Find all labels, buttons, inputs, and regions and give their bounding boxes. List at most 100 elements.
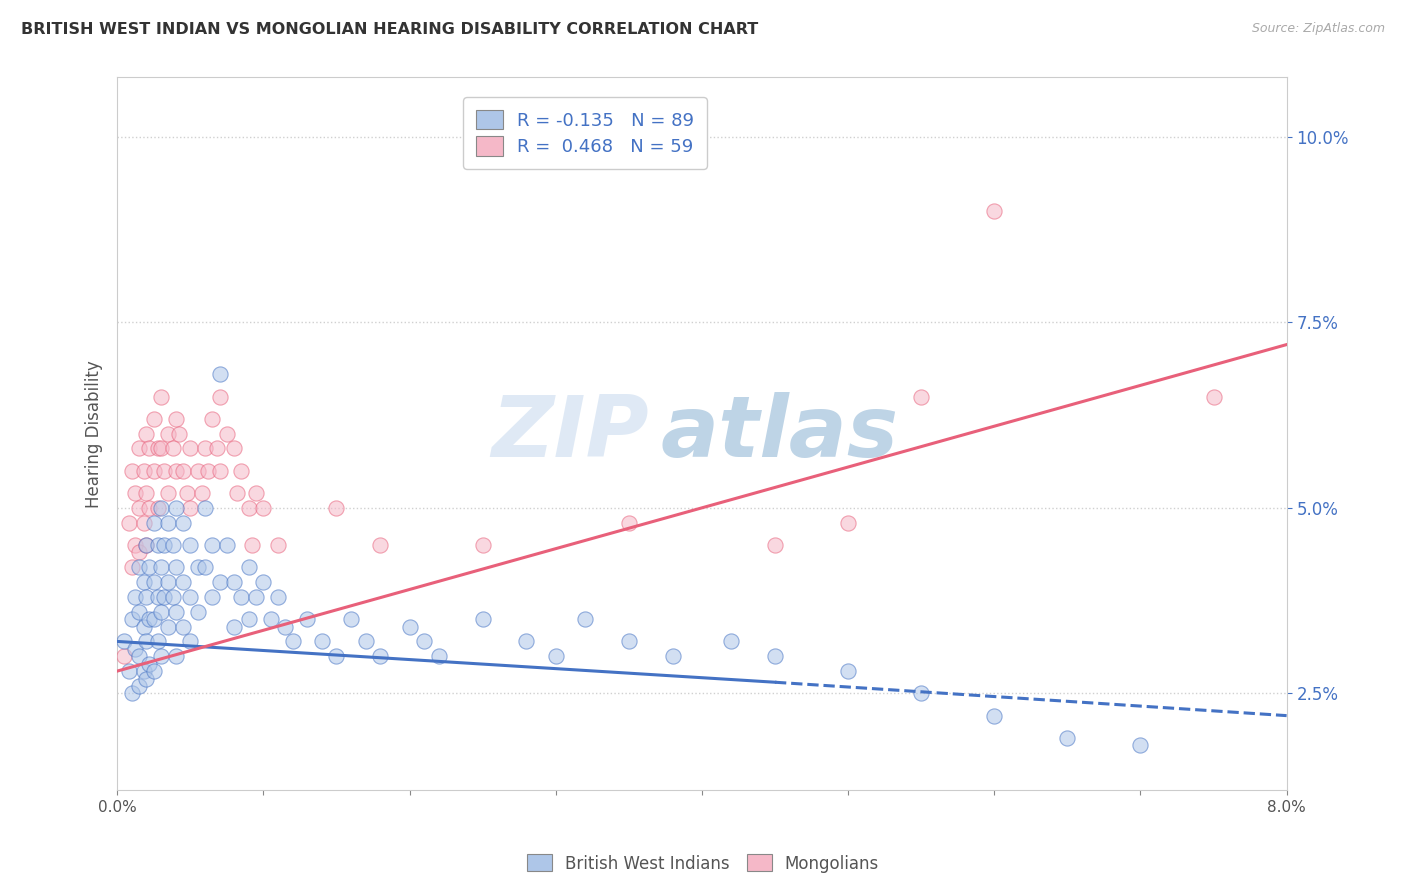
Point xyxy=(661,649,683,664)
Point xyxy=(617,516,640,530)
Point xyxy=(121,560,143,574)
Point xyxy=(165,560,187,574)
Point xyxy=(146,500,169,515)
Point xyxy=(179,590,201,604)
Point xyxy=(167,426,190,441)
Point xyxy=(150,605,173,619)
Point xyxy=(162,590,184,604)
Point xyxy=(368,538,391,552)
Point xyxy=(1129,739,1152,753)
Point xyxy=(224,442,246,456)
Point xyxy=(150,560,173,574)
Text: atlas: atlas xyxy=(661,392,898,475)
Point xyxy=(983,708,1005,723)
Point xyxy=(124,538,146,552)
Point xyxy=(240,538,263,552)
Point xyxy=(413,634,436,648)
Point xyxy=(1202,390,1225,404)
Point xyxy=(157,516,180,530)
Point xyxy=(157,619,180,633)
Point xyxy=(128,545,150,559)
Point xyxy=(205,442,228,456)
Point xyxy=(201,590,224,604)
Point xyxy=(135,426,157,441)
Point xyxy=(157,426,180,441)
Point xyxy=(135,486,157,500)
Point xyxy=(910,686,932,700)
Point xyxy=(172,619,194,633)
Point xyxy=(138,657,160,671)
Point xyxy=(142,575,165,590)
Point xyxy=(215,426,238,441)
Point xyxy=(142,412,165,426)
Point xyxy=(179,500,201,515)
Text: ZIP: ZIP xyxy=(492,392,650,475)
Point xyxy=(238,500,260,515)
Point xyxy=(128,649,150,664)
Point xyxy=(118,516,141,530)
Point xyxy=(1056,731,1078,745)
Point xyxy=(260,612,283,626)
Point xyxy=(121,464,143,478)
Point xyxy=(135,538,157,552)
Point xyxy=(274,619,297,633)
Point xyxy=(138,560,160,574)
Point xyxy=(172,575,194,590)
Point xyxy=(157,486,180,500)
Point xyxy=(121,686,143,700)
Point xyxy=(238,560,260,574)
Point xyxy=(153,464,176,478)
Point xyxy=(157,575,180,590)
Point xyxy=(354,634,377,648)
Point xyxy=(135,634,157,648)
Point xyxy=(215,538,238,552)
Point xyxy=(121,612,143,626)
Point xyxy=(124,641,146,656)
Point xyxy=(837,664,859,678)
Point xyxy=(471,612,494,626)
Point xyxy=(226,486,249,500)
Point xyxy=(132,575,155,590)
Point xyxy=(238,612,260,626)
Point xyxy=(146,634,169,648)
Point xyxy=(165,605,187,619)
Point xyxy=(208,390,231,404)
Point xyxy=(201,412,224,426)
Point xyxy=(128,679,150,693)
Point xyxy=(128,560,150,574)
Point xyxy=(118,664,141,678)
Point xyxy=(252,575,274,590)
Point xyxy=(340,612,363,626)
Point xyxy=(252,500,274,515)
Point xyxy=(187,464,209,478)
Point xyxy=(135,538,157,552)
Point xyxy=(132,464,155,478)
Point xyxy=(763,649,786,664)
Point xyxy=(983,204,1005,219)
Text: BRITISH WEST INDIAN VS MONGOLIAN HEARING DISABILITY CORRELATION CHART: BRITISH WEST INDIAN VS MONGOLIAN HEARING… xyxy=(21,22,758,37)
Point xyxy=(763,538,786,552)
Point xyxy=(179,538,201,552)
Point xyxy=(150,442,173,456)
Point xyxy=(138,442,160,456)
Point xyxy=(194,560,217,574)
Point xyxy=(165,500,187,515)
Point xyxy=(297,612,319,626)
Point xyxy=(165,649,187,664)
Point xyxy=(325,649,347,664)
Point xyxy=(132,619,155,633)
Point xyxy=(231,464,253,478)
Point xyxy=(179,634,201,648)
Point xyxy=(224,575,246,590)
Point xyxy=(720,634,742,648)
Point xyxy=(325,500,347,515)
Point xyxy=(124,590,146,604)
Point xyxy=(191,486,214,500)
Point xyxy=(910,390,932,404)
Point xyxy=(153,590,176,604)
Point xyxy=(172,516,194,530)
Point xyxy=(194,442,217,456)
Point xyxy=(245,590,267,604)
Point xyxy=(150,500,173,515)
Point xyxy=(146,538,169,552)
